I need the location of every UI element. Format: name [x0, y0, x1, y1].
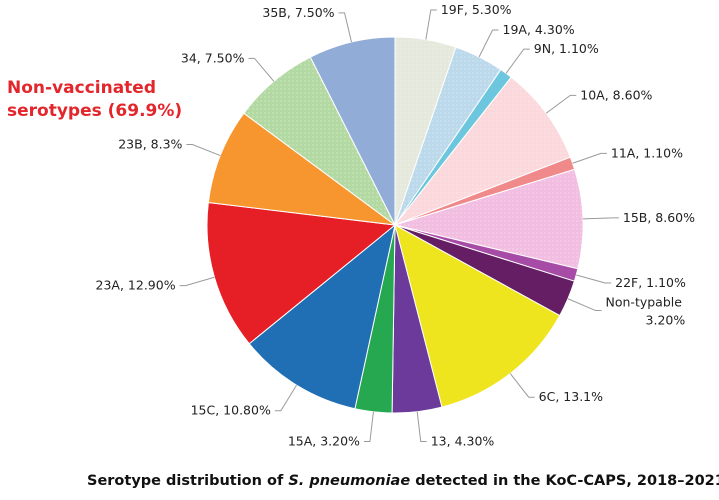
slice-label-13: 13, 4.30%	[431, 433, 495, 448]
pie-slice-texture-34	[243, 57, 395, 225]
slice-label-35b: 35B, 7.50%	[262, 5, 334, 20]
caption-suffix: detected in the KoC-CAPS, 2018–2021	[410, 473, 719, 489]
slice-label-10a: 10A, 8.60%	[580, 87, 652, 102]
leader-line-13	[416, 411, 427, 442]
pie-slice-15c	[248, 223, 396, 410]
leader-line-22f	[576, 274, 612, 284]
slice-labels: 19F, 5.30% 19A, 4.30% 9N, 1.10% 10A, 8.60% 1…	[96, 2, 696, 449]
leader-lines	[179, 9, 619, 443]
leader-line-23a	[179, 276, 215, 287]
non-vaccinated-annotation-line1: Non-vaccinated	[7, 78, 156, 98]
slice-label-34: 34, 7.50%	[181, 50, 245, 65]
slice-label-23a: 23A, 12.90%	[96, 278, 176, 293]
leader-line-35b	[338, 12, 352, 43]
leader-line-6c	[509, 373, 535, 398]
slice-label-22f: 22F, 1.10%	[615, 275, 686, 290]
leader-line-15a	[363, 411, 374, 443]
leader-line-9n	[505, 48, 530, 74]
slice-label-15b: 15B, 8.60%	[623, 210, 695, 225]
slice-label-19a: 19A, 4.30%	[503, 22, 575, 37]
leader-line-10a	[545, 94, 577, 114]
slice-label-non-typable-line2: 3.20%	[646, 313, 686, 328]
leader-line-34	[248, 57, 275, 82]
leader-line-15c	[274, 384, 297, 412]
caption-prefix: Serotype distribution of	[87, 473, 288, 489]
pie-slice-35b	[309, 36, 396, 226]
leader-line-23b	[186, 143, 221, 157]
pie-slice-texture-10a	[395, 77, 571, 225]
slice-label-15a: 15A, 3.20%	[288, 434, 360, 449]
slice-label-non-typable-line1: Non-typable	[606, 295, 683, 310]
pie-slice-23b	[207, 112, 397, 226]
slice-label-11a: 11A, 1.10%	[611, 145, 683, 160]
slice-label-6c: 6C, 13.1%	[539, 389, 603, 404]
chart-caption: Serotype distribution of S. pneumoniae d…	[87, 473, 719, 489]
pie-slice-texture-15b	[395, 169, 583, 269]
leader-line-15b	[582, 217, 619, 220]
leader-line-11a	[572, 152, 607, 164]
leader-line-19a	[478, 29, 499, 58]
caption-species: S. pneumoniae	[288, 473, 410, 489]
pie-slice-23a	[206, 201, 397, 345]
slice-label-23b: 23B, 8.3%	[118, 136, 182, 151]
leader-line-non-typable	[567, 298, 602, 312]
pie-slice-texture-19a	[395, 47, 501, 225]
non-vaccinated-annotation-line2: serotypes (69.9%)	[7, 101, 182, 121]
slice-label-19f: 19F, 5.30%	[441, 2, 512, 17]
pie-slice-texture-19f	[395, 37, 456, 225]
slice-label-9n: 9N, 1.10%	[534, 41, 599, 56]
leader-line-19f	[425, 9, 437, 40]
pie-slices	[206, 36, 584, 414]
slice-label-15c: 15C, 10.80%	[191, 403, 271, 418]
